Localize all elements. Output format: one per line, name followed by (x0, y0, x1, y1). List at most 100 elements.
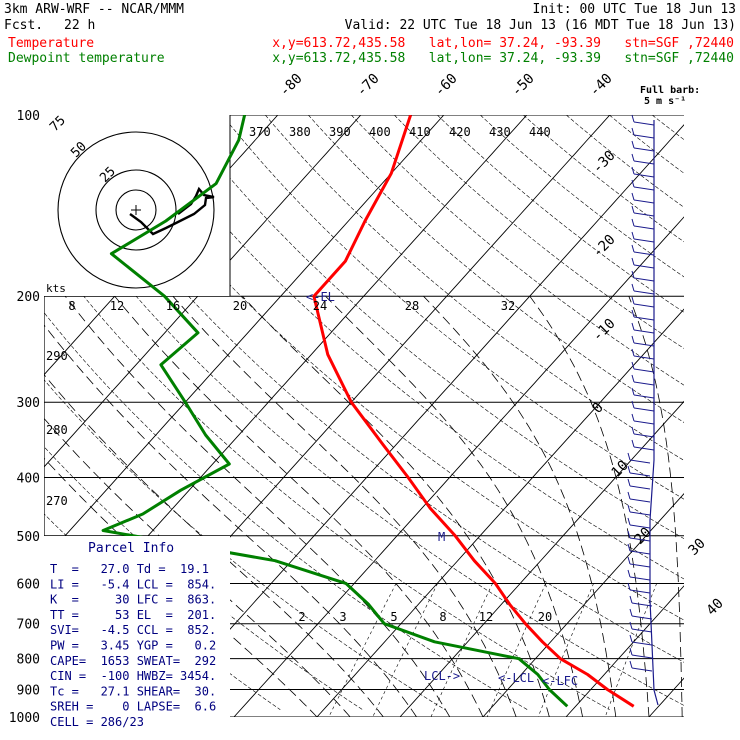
temperature-tick-label: -60 (432, 71, 461, 100)
wind-barb-feather (631, 374, 635, 383)
hodograph-ring (115, 189, 157, 231)
parcel-info-row: CAPE= 1653 SWEAT= 292 (50, 654, 216, 668)
mixing-ratio-label: 12 (479, 610, 493, 624)
wind-barb (633, 420, 655, 425)
moist-adiabat-line (44, 324, 417, 717)
wind-barb-feather (631, 309, 635, 318)
wind-barb (633, 147, 655, 152)
theta-label: 270 (46, 494, 68, 508)
temperature-tick-label: -40 (587, 71, 616, 100)
mixing-ratio-line (328, 583, 397, 717)
wind-barb (633, 381, 655, 386)
pressure-label: 500 (17, 530, 40, 545)
wind-barb-feather (631, 140, 635, 149)
isotherm-line (565, 585, 684, 717)
temperature-tick-label: -50 (509, 71, 538, 100)
mixing-ratio-label: 8 (439, 610, 446, 624)
wind-barb (633, 290, 655, 295)
isotherm-line (44, 115, 445, 560)
theta-label: 290 (46, 349, 68, 363)
dewpoint-location: x,y=613.72,435.58 lat,lon= 37.24, -93.39… (272, 51, 734, 66)
wind-barb-feather (631, 244, 635, 253)
mixing-ratio-label: 28 (405, 299, 419, 313)
wind-barb-feather (629, 647, 633, 656)
wind-barb (629, 537, 651, 542)
wind-barb (633, 251, 655, 256)
wind-barb-feather (629, 621, 633, 630)
wind-barb-feather (631, 283, 635, 292)
wind-barb (629, 472, 651, 477)
wind-barb (629, 524, 651, 529)
wind-barb-feather (631, 231, 635, 240)
mixing-ratio-label: 32 (501, 299, 515, 313)
parcel-info-box (44, 536, 230, 717)
mixing-ratio-label: 20 (233, 299, 247, 313)
theta-label: 400 (369, 125, 391, 139)
isotherm-line (732, 115, 740, 717)
wind-barb (633, 225, 655, 230)
wind-barb-feather (631, 387, 635, 396)
parcel-info-title: Parcel Info (88, 541, 174, 556)
wind-barb (633, 173, 655, 178)
dry-adiabat-line (44, 379, 446, 710)
pressure-label: 600 (17, 577, 40, 592)
wind-barb (633, 199, 655, 204)
moist-adiabat-line (529, 295, 650, 717)
level-mark-el: <-EL (306, 290, 335, 304)
theta-label: 370 (249, 125, 271, 139)
isotherm-line (150, 124, 684, 717)
wind-barb-feather (627, 517, 631, 526)
isotherm-line (44, 115, 362, 468)
wind-barb-feather (627, 504, 631, 513)
pressure-label: 200 (17, 290, 40, 305)
parcel-info-row: CELL = 286/23 (50, 715, 144, 729)
hodograph-ring (95, 169, 177, 251)
wind-barb (633, 407, 655, 412)
theta-label: 440 (529, 125, 551, 139)
mixing-ratio-line (430, 583, 493, 717)
temperature-tick-label: 40 (704, 596, 727, 619)
pressure-label: 100 (17, 109, 40, 124)
wind-barb-feather (627, 556, 631, 565)
mixing-ratio-label: 12 (110, 299, 124, 313)
mixing-ratio-line (486, 583, 546, 717)
isotherm-line (648, 677, 684, 717)
wind-barb-feather (631, 114, 635, 123)
dry-adiabat-line (265, 115, 684, 461)
dry-adiabat-line (44, 311, 528, 710)
dry-adiabat-line (480, 115, 684, 278)
wind-barb-feather (631, 192, 635, 201)
wind-barb (629, 511, 651, 516)
dry-adiabat-line (652, 115, 684, 140)
wind-barb-feather (631, 439, 635, 448)
temperature-tick-label: 20 (632, 525, 655, 548)
pressure-label: 400 (17, 471, 40, 486)
wind-barb-feather (627, 569, 631, 578)
wind-barb-feather (631, 270, 635, 279)
wind-barb (633, 355, 655, 360)
forecast-label: Fcst. (4, 18, 44, 33)
temperature-tick-label: -10 (590, 316, 619, 345)
temperature-tick-label: 30 (686, 536, 709, 559)
dry-adiabat-line (523, 115, 684, 243)
wind-barb-feather (631, 413, 635, 422)
parcel-info-row: K = 30 LFC = 863. (50, 593, 216, 607)
isotherm-line (482, 493, 684, 717)
pressure-label: 700 (17, 618, 40, 633)
wind-barb (633, 186, 655, 191)
wind-barb-feather (631, 335, 635, 344)
dewpoint-legend: Dewpoint temperature (8, 51, 165, 66)
model-title: 3km ARW-WRF -- NCAR/MMM (4, 2, 185, 17)
moist-adiabat-line (628, 296, 683, 717)
mixing-ratio-label: 2 (298, 610, 305, 624)
parcel-info-row: LI = -5.4 LCL = 854. (50, 577, 216, 591)
wind-barb (633, 121, 655, 126)
wind-barb (633, 316, 655, 321)
wind-barb-feather (631, 296, 635, 305)
wind-barb (631, 615, 653, 620)
level-mark-lcl: <-LCL (498, 671, 534, 685)
wind-barb-feather (631, 348, 635, 357)
wind-barb-title: Full barb: (640, 85, 700, 96)
wind-barb (633, 238, 655, 243)
